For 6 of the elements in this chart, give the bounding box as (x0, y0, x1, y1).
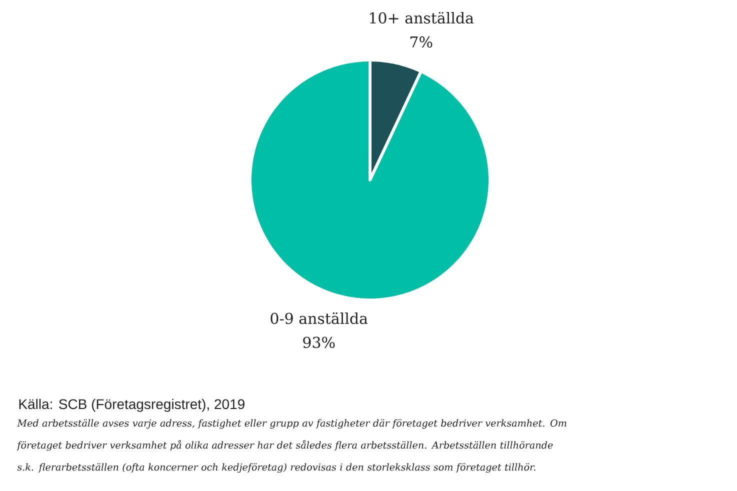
text: Källa: SCB (Företagsregistret), 2019 (19, 398, 244, 412)
text: Med arbetsställe avses varje adress, fastighet eller grupp av fastigheter där företaget bedriver verksamhet. Om företaget bedriver verksamhet på olika adresser har det således flera arbetsställen. Arbetsställen tillhörande s.k. flerarbetsställen (ofta koncerner och kedjeföretag) redovisas i den storleksklass som företaget tillhör. (16, 419, 566, 473)
data-label: 7% (410, 36, 432, 48)
slice-label: 10+ anställda (370, 12, 474, 24)
data-label: 93% (303, 336, 335, 348)
slice-label: 0-9 anställda (270, 312, 368, 324)
